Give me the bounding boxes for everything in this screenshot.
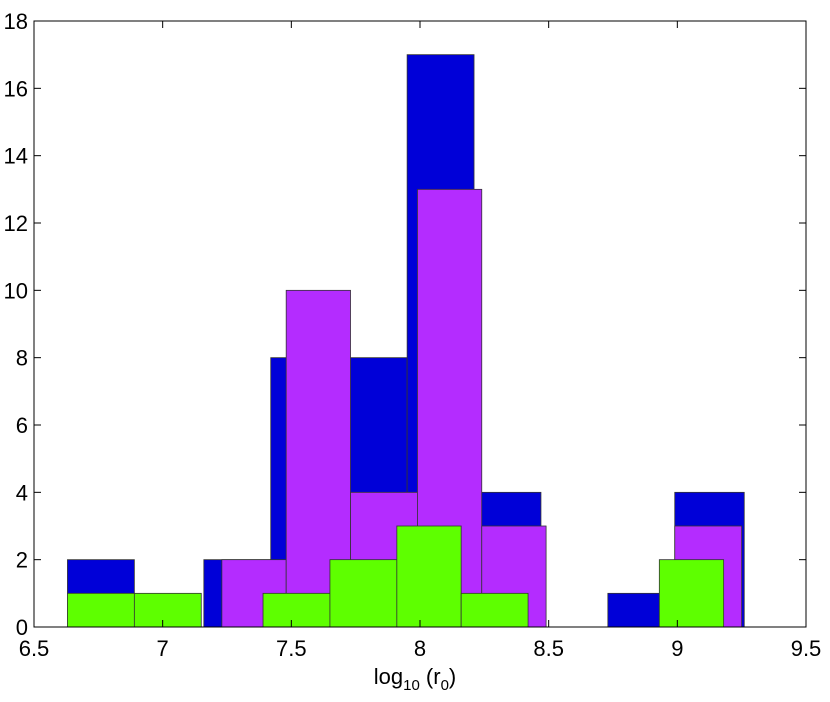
x-tick-label: 6.5 (19, 636, 50, 661)
tick-labels-layer: 6.5 7 7.5 8 8.5 9 9.5 0 2 4 6 8 10 12 14 16 18 (4, 9, 822, 661)
x-tick-label: 9.5 (791, 636, 822, 661)
x-tick-label: 9 (671, 636, 683, 661)
x-tick-label: 8 (414, 636, 426, 661)
y-tick-label: 12 (4, 211, 28, 236)
x-axis-label: log10 (r0) (374, 664, 456, 694)
y-tick-label: 6 (16, 413, 28, 438)
y-tick-label: 2 (16, 548, 28, 573)
x-axis-label-end: ) (449, 664, 456, 689)
bars-layer (67, 54, 745, 628)
x-axis-label-base: log (374, 664, 403, 689)
bar-series-3-4 (329, 559, 398, 628)
y-tick-label: 0 (16, 615, 28, 640)
x-axis-label-mid-sub: 0 (441, 677, 449, 694)
bar-series-3-3 (262, 592, 331, 628)
x-axis-label-base-sub: 10 (403, 677, 420, 694)
bar-series-3-5 (396, 525, 462, 628)
x-tick-label: 7 (157, 636, 169, 661)
bar-series-3-1 (67, 592, 135, 628)
y-tick-label: 14 (4, 144, 28, 169)
y-tick-label: 10 (4, 278, 28, 303)
bar-series-3-7 (658, 559, 725, 628)
ticks-layer (33, 20, 807, 628)
y-tick-label: 4 (16, 480, 28, 505)
bar-series-3-2 (133, 592, 202, 628)
bar-series-3-6 (460, 592, 529, 628)
y-tick-label: 16 (4, 76, 28, 101)
x-tick-label: 7.5 (276, 636, 307, 661)
y-tick-label: 8 (16, 346, 28, 371)
x-tick-label: 8.5 (533, 636, 564, 661)
y-tick-label: 18 (4, 9, 28, 34)
x-axis-label-mid: (r (420, 664, 441, 689)
